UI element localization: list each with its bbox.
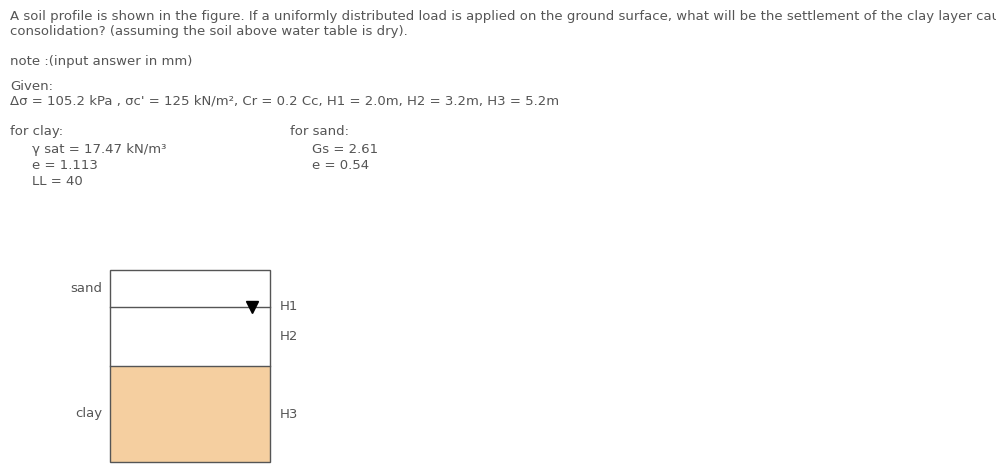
Text: e = 1.113: e = 1.113 (32, 159, 98, 172)
Text: LL = 40: LL = 40 (32, 175, 83, 188)
Text: H2: H2 (280, 330, 299, 343)
Text: Δσ = 105.2 kPa , σc' = 125 kN/m², Cr = 0.2 Cc, H1 = 2.0m, H2 = 3.2m, H3 = 5.2m: Δσ = 105.2 kPa , σc' = 125 kN/m², Cr = 0… (10, 95, 559, 108)
Text: consolidation? (assuming the soil above water table is dry).: consolidation? (assuming the soil above … (10, 25, 407, 38)
Text: H3: H3 (280, 407, 299, 421)
Text: for sand:: for sand: (290, 125, 349, 138)
Text: sand: sand (70, 282, 102, 295)
Text: H1: H1 (280, 300, 299, 313)
Text: note :(input answer in mm): note :(input answer in mm) (10, 55, 192, 68)
Bar (110, 270, 270, 462)
Text: Given:: Given: (10, 80, 53, 93)
Text: A soil profile is shown in the figure. If a uniformly distributed load is applie: A soil profile is shown in the figure. I… (10, 10, 996, 23)
Text: e = 0.54: e = 0.54 (312, 159, 370, 172)
Bar (110, 366, 270, 462)
Text: clay: clay (75, 407, 102, 421)
Text: γ sat = 17.47 kN/m³: γ sat = 17.47 kN/m³ (32, 143, 166, 156)
Bar (110, 270, 270, 307)
Bar (110, 307, 270, 366)
Text: for clay:: for clay: (10, 125, 63, 138)
Text: Gs = 2.61: Gs = 2.61 (312, 143, 378, 156)
